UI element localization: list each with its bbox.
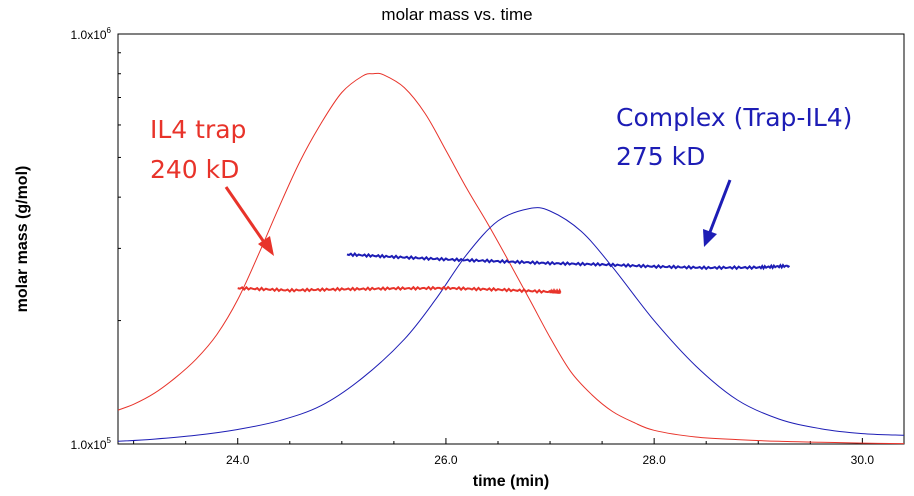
- y-axis-label: molar mass (g/mol): [14, 166, 31, 313]
- y-tick-label: 1.0x105: [71, 436, 112, 452]
- annotation-complex: Complex (Trap-IL4) 275 kD: [616, 103, 852, 247]
- annotation-il4-trap-arrow: [224, 186, 268, 246]
- annotation-il4-trap-arrowhead: [258, 236, 274, 256]
- x-axis-label: time (min): [473, 473, 549, 490]
- x-tick-label: 30.0: [851, 453, 875, 467]
- signal-trace-0: [117, 72, 905, 445]
- x-tick-label: 24.0: [226, 453, 250, 467]
- chart-title: molar mass vs. time: [381, 5, 532, 24]
- y-tick-exponent: 6: [107, 26, 112, 35]
- annotation-complex-arrowhead: [703, 229, 717, 247]
- molar-mass-trace-3: [346, 252, 791, 271]
- molar-mass-trace-2: [237, 285, 562, 294]
- signal-trace-1: [117, 207, 905, 442]
- y-tick-exponent: 5: [107, 436, 112, 445]
- series-layer: [117, 72, 905, 445]
- x-tick-label: 28.0: [642, 453, 666, 467]
- plot-frame: [117, 33, 905, 445]
- annotation-il4-trap-name: IL4 trap: [150, 115, 246, 144]
- y-tick-label: 1.0x106: [71, 26, 112, 42]
- y-tick-mantissa: 1.0x10: [71, 438, 107, 452]
- annotation-complex-mass: 275 kD: [616, 142, 705, 171]
- y-tick-mantissa: 1.0x10: [71, 28, 107, 42]
- annotation-il4-trap: IL4 trap 240 kD: [150, 115, 274, 256]
- x-axis: 24.0 26.0 28.0 30.0: [133, 438, 875, 467]
- annotation-complex-name: Complex (Trap-IL4): [616, 103, 852, 132]
- annotation-il4-trap-mass: 240 kD: [150, 155, 239, 184]
- x-tick-label: 26.0: [434, 453, 458, 467]
- annotation-complex-arrow: [708, 179, 732, 233]
